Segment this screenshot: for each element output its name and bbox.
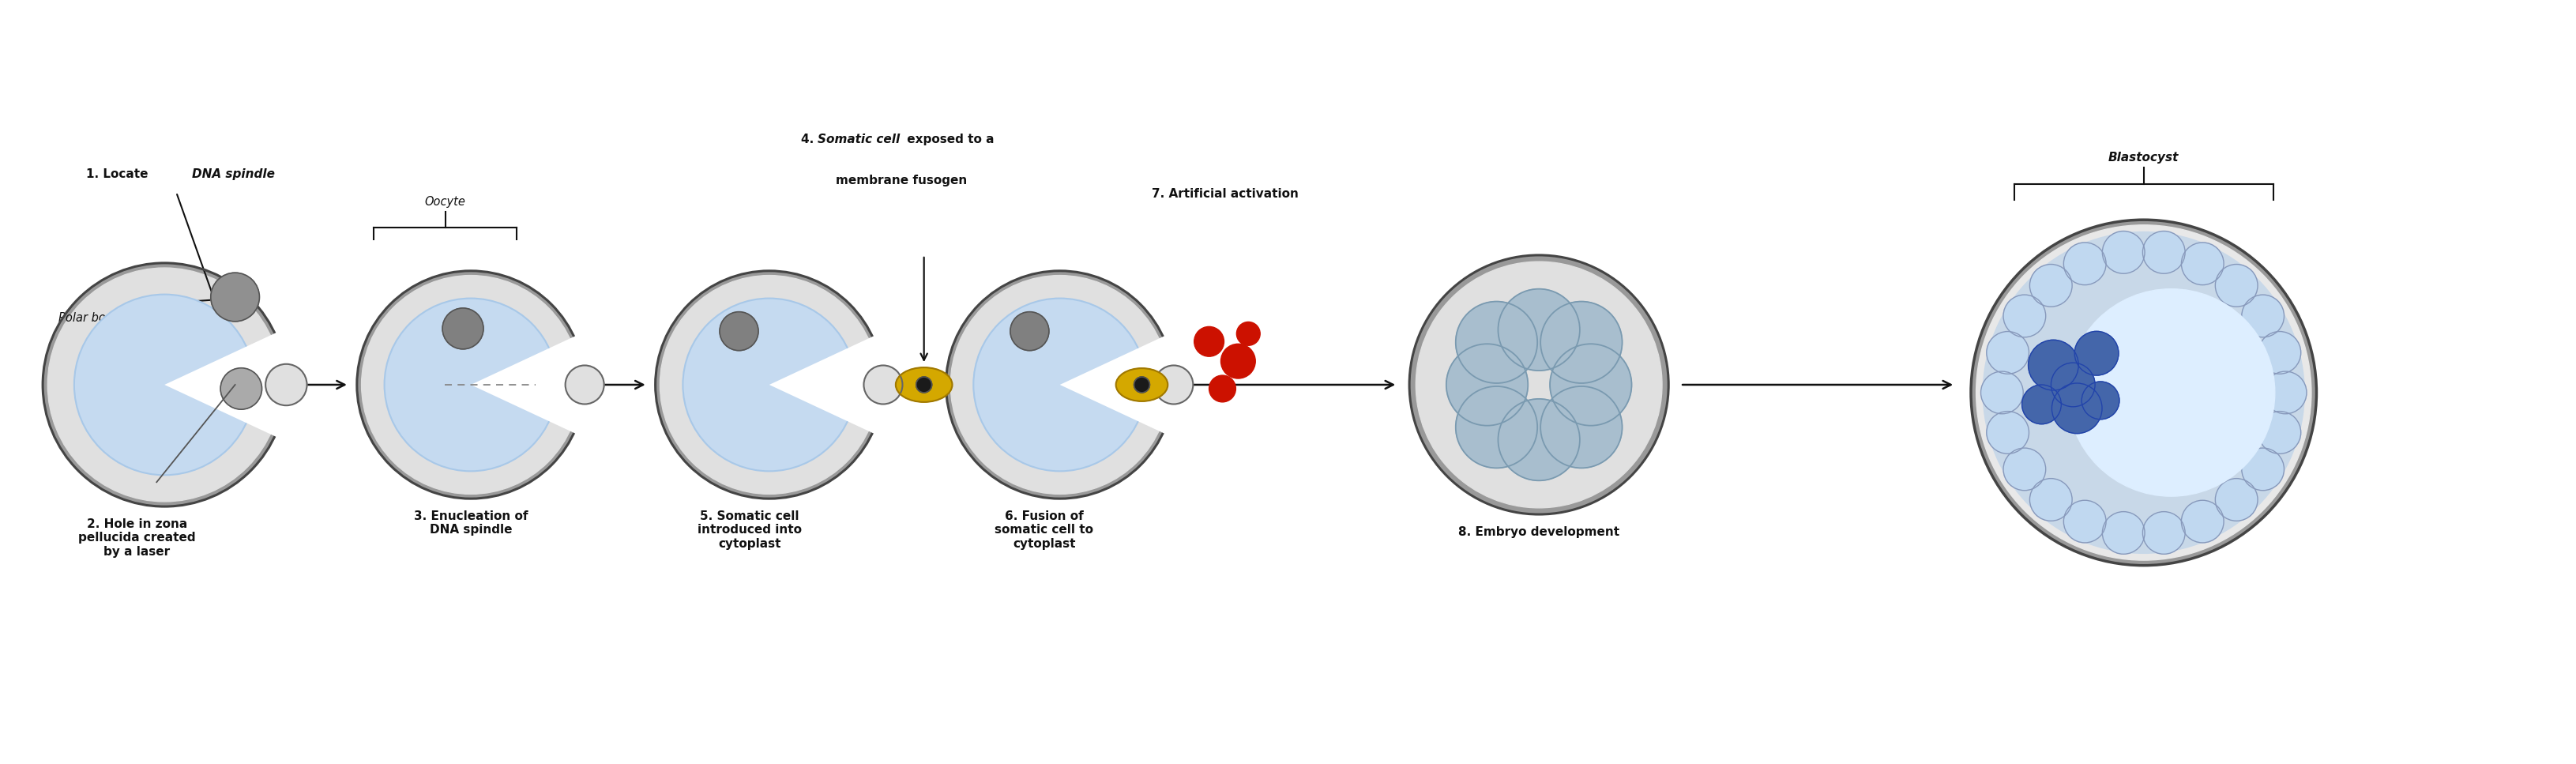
- Circle shape: [1455, 387, 1538, 468]
- Text: Oocyte: Oocyte: [425, 196, 466, 208]
- Circle shape: [2257, 411, 2300, 454]
- Circle shape: [1154, 365, 1193, 404]
- Circle shape: [2050, 384, 2102, 433]
- Circle shape: [46, 268, 281, 502]
- Circle shape: [2215, 478, 2257, 521]
- Text: DNA spindle: DNA spindle: [193, 169, 276, 180]
- Circle shape: [2002, 448, 2045, 490]
- Circle shape: [443, 308, 484, 349]
- Circle shape: [2241, 448, 2282, 490]
- Circle shape: [2264, 371, 2306, 414]
- Circle shape: [2182, 242, 2223, 285]
- Circle shape: [974, 298, 1146, 471]
- Circle shape: [863, 365, 902, 404]
- Circle shape: [1193, 327, 1224, 357]
- Circle shape: [2143, 231, 2184, 274]
- Circle shape: [1986, 332, 2027, 374]
- Text: exposed to a: exposed to a: [902, 134, 994, 145]
- Circle shape: [384, 298, 556, 471]
- Circle shape: [945, 271, 1172, 499]
- Text: membrane fusogen: membrane fusogen: [835, 174, 966, 186]
- Circle shape: [1010, 312, 1048, 351]
- Circle shape: [1971, 220, 2316, 565]
- Ellipse shape: [1115, 368, 1167, 401]
- Text: Somatic cell: Somatic cell: [817, 134, 899, 145]
- Text: 4.: 4.: [801, 134, 817, 145]
- Text: Polar body: Polar body: [59, 312, 121, 324]
- Text: 6. Fusion of
somatic cell to
cytoplast: 6. Fusion of somatic cell to cytoplast: [994, 510, 1092, 550]
- Circle shape: [2215, 264, 2257, 306]
- Circle shape: [2241, 295, 2282, 337]
- Ellipse shape: [896, 367, 953, 402]
- Circle shape: [2027, 340, 2079, 390]
- Circle shape: [2182, 500, 2223, 542]
- Circle shape: [1981, 371, 2022, 414]
- Circle shape: [361, 275, 580, 494]
- Circle shape: [1133, 377, 1149, 393]
- Circle shape: [2063, 500, 2105, 542]
- Circle shape: [2030, 478, 2071, 521]
- Circle shape: [1497, 289, 1579, 371]
- Circle shape: [2066, 289, 2275, 497]
- Circle shape: [2143, 512, 2184, 554]
- Circle shape: [2074, 332, 2117, 375]
- Text: 7. Artificial activation: 7. Artificial activation: [1151, 188, 1298, 200]
- Wedge shape: [1059, 335, 1175, 434]
- Circle shape: [2102, 231, 2143, 274]
- Wedge shape: [770, 335, 886, 434]
- Circle shape: [265, 364, 307, 406]
- Circle shape: [1986, 411, 2027, 454]
- Circle shape: [719, 312, 757, 351]
- Text: 2. Hole in zona
pellucida created
by a laser: 2. Hole in zona pellucida created by a l…: [77, 518, 196, 558]
- Circle shape: [1445, 344, 1528, 426]
- Text: Blastocyst: Blastocyst: [2107, 151, 2179, 163]
- Circle shape: [654, 271, 884, 499]
- Circle shape: [1540, 387, 1623, 468]
- Circle shape: [1497, 399, 1579, 481]
- Circle shape: [2002, 295, 2045, 337]
- Wedge shape: [471, 335, 587, 434]
- Text: 5. Somatic cell
introduced into
cytoplast: 5. Somatic cell introduced into cytoplas…: [698, 510, 801, 550]
- Circle shape: [2102, 512, 2143, 554]
- Text: 8. Embryo development: 8. Embryo development: [1458, 526, 1620, 538]
- Circle shape: [2022, 385, 2061, 424]
- Circle shape: [1409, 255, 1669, 514]
- Circle shape: [917, 377, 933, 393]
- Wedge shape: [165, 332, 289, 437]
- Circle shape: [75, 294, 255, 475]
- Circle shape: [1540, 302, 1623, 384]
- Circle shape: [1455, 302, 1538, 384]
- Circle shape: [222, 368, 263, 410]
- Circle shape: [211, 273, 260, 322]
- Circle shape: [2050, 363, 2094, 406]
- Circle shape: [2030, 264, 2071, 306]
- Circle shape: [1976, 225, 2311, 560]
- Circle shape: [683, 298, 855, 471]
- Circle shape: [2257, 332, 2300, 374]
- Circle shape: [2081, 381, 2117, 419]
- Circle shape: [358, 271, 585, 499]
- Text: 3. Enucleation of
DNA spindle: 3. Enucleation of DNA spindle: [415, 510, 528, 536]
- Circle shape: [2063, 242, 2105, 285]
- Circle shape: [44, 263, 286, 507]
- Circle shape: [1208, 375, 1236, 402]
- Circle shape: [1221, 344, 1255, 378]
- Circle shape: [659, 275, 878, 494]
- Circle shape: [1414, 261, 1662, 508]
- Circle shape: [1236, 322, 1260, 345]
- Circle shape: [951, 275, 1170, 494]
- Circle shape: [564, 365, 603, 404]
- Circle shape: [1984, 232, 2303, 553]
- Circle shape: [1548, 344, 1631, 426]
- Text: 1. Locate: 1. Locate: [85, 169, 152, 180]
